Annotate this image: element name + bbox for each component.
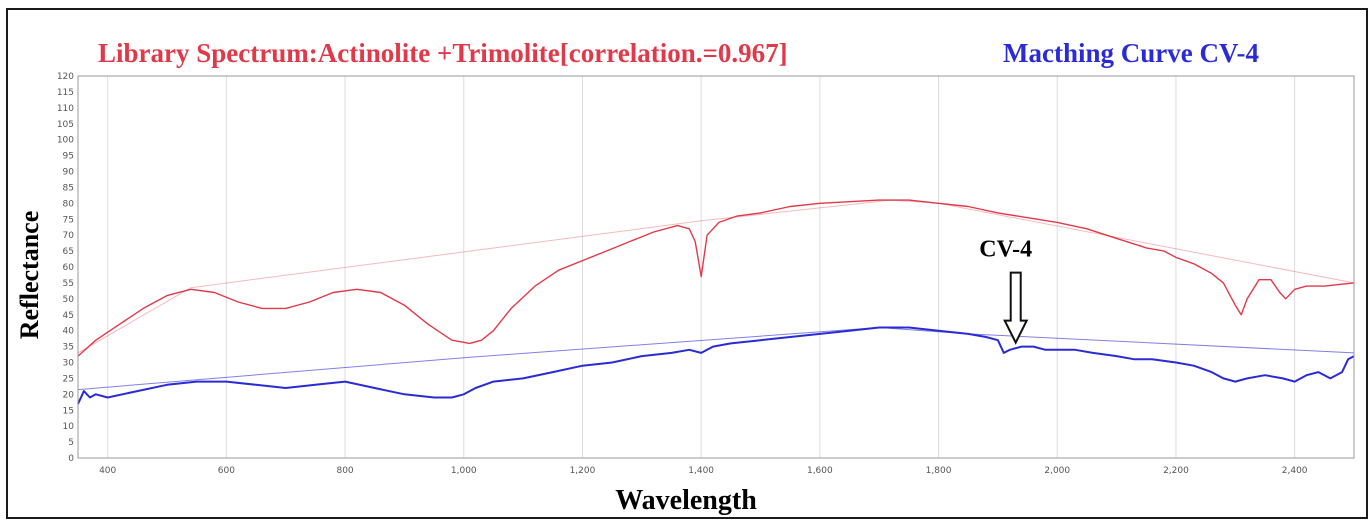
y-tick-label: 25 [63,374,74,384]
series-line-library [77,199,1355,357]
grid-lines [107,76,1296,458]
y-tick-label: 80 [63,199,75,209]
y-tick-label: 75 [63,215,74,225]
y-tick-label: 85 [63,183,74,193]
y-tick-label: 30 [63,359,75,369]
x-tick-label: 1,000 [451,466,477,476]
x-axis-ticks: 400 600 800 1,000 1,200 1,400 1,600 1,800 2,000 2… [99,466,1308,476]
y-tick-label: 55 [63,279,74,289]
chart-frame: Library Spectrum:Actinolite +Trimolite[c… [6,8,1368,519]
y-tick-label: 5 [68,438,74,448]
chart-title-matching: Macthing Curve CV-4 [1003,38,1259,68]
y-tick-label: 45 [63,311,74,321]
y-axis-label: Reflectance [15,211,44,339]
y-tick-label: 20 [63,390,75,400]
x-tick-label: 800 [336,466,353,476]
y-tick-label: 115 [57,88,74,98]
y-tick-label: 100 [57,136,74,146]
x-tick-label: 400 [99,466,116,476]
chart-title-library: Library Spectrum:Actinolite +Trimolite[c… [98,38,788,68]
y-tick-label: 90 [63,168,75,178]
x-tick-label: 1,600 [807,466,833,476]
chart-svg: Library Spectrum:Actinolite +Trimolite[c… [15,38,1355,516]
x-tick-label: 2,000 [1044,466,1070,476]
x-tick-label: 2,400 [1282,466,1308,476]
series-line-library-hull [77,199,1355,354]
y-tick-label: 105 [57,120,74,130]
y-tick-label: 120 [57,72,74,82]
y-tick-label: 65 [63,247,74,257]
x-tick-label: 1,400 [688,466,714,476]
y-tick-label: 70 [63,231,75,241]
series-line-match-hull [77,327,1355,391]
y-tick-label: 95 [63,152,74,162]
cv4-annotation-label: CV-4 [979,237,1032,263]
x-tick-label: 1,200 [570,466,596,476]
plot-area-border [77,75,1355,459]
y-tick-label: 50 [63,295,75,305]
cv4-annotation-arrow [1003,271,1029,345]
y-tick-label: 35 [63,343,74,353]
y-tick-label: 110 [57,104,74,114]
y-axis-ticks: 0 5 10 15 20 25 30 35 40 45 50 55 60 65 70 75 80 85 90 95 10… [57,72,74,464]
x-tick-label: 2,200 [1163,466,1189,476]
x-tick-label: 600 [218,466,235,476]
y-tick-label: 40 [63,327,75,337]
x-axis-label: Wavelength [615,485,757,516]
x-tick-label: 1,800 [926,466,952,476]
series-layer [77,199,1355,405]
y-tick-label: 60 [63,263,75,273]
y-tick-label: 0 [68,454,74,464]
y-tick-label: 15 [63,406,74,416]
series-line-match [77,326,1355,405]
y-tick-label: 10 [63,422,75,432]
